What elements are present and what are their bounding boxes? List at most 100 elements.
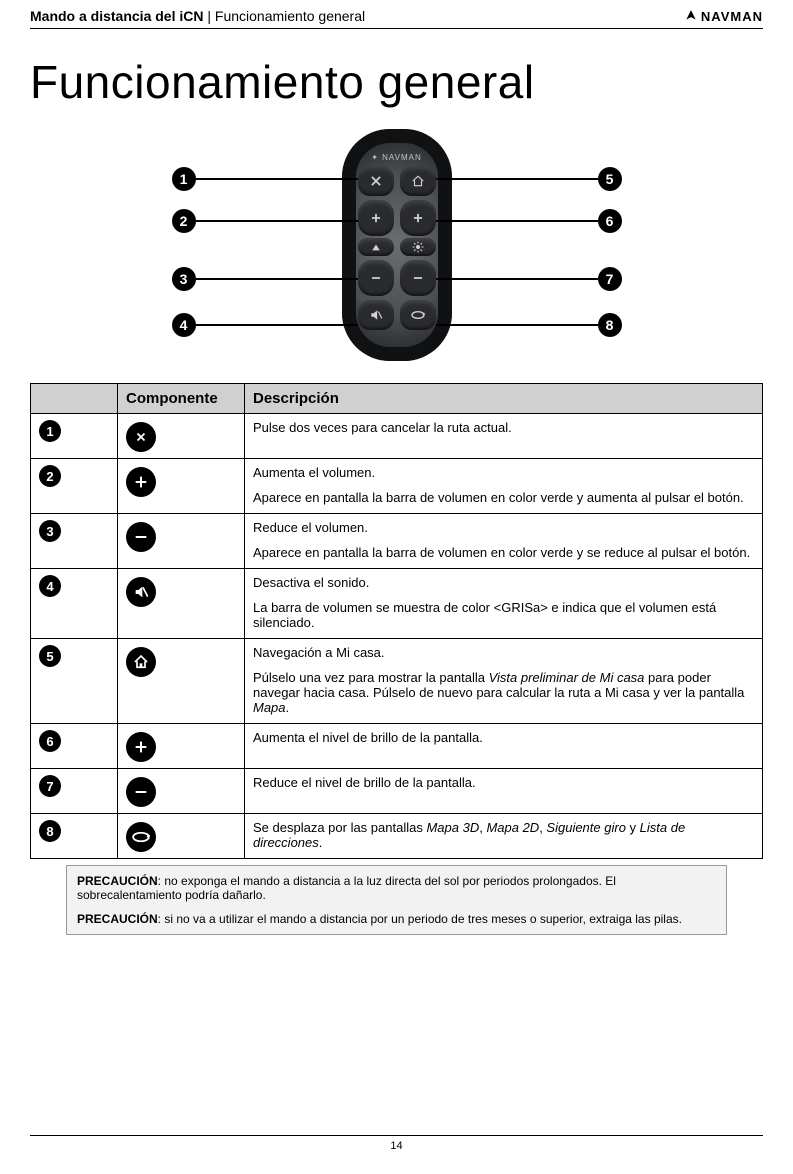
component-table: Componente Descripción 1 Pulse dos veces … xyxy=(30,383,763,859)
row-number-badge: 8 xyxy=(39,820,61,842)
caution-box: PRECAUCIÓN : no exponga el mando a distan… xyxy=(66,865,727,935)
plus-icon xyxy=(126,732,156,762)
callout-4: 4 xyxy=(172,313,196,337)
desc-paragraph: Pulse dos veces para cancelar la ruta ac… xyxy=(253,420,754,435)
minus-icon xyxy=(126,777,156,807)
desc-paragraph: Reduce el volumen. xyxy=(253,520,754,535)
desc-paragraph: Púlselo una vez para mostrar la pantalla… xyxy=(253,670,754,715)
row-number-cell: 4 xyxy=(31,569,118,639)
desc-paragraph: Reduce el nivel de brillo de la pantalla… xyxy=(253,775,754,790)
row-number-badge: 2 xyxy=(39,465,61,487)
callout-line-8 xyxy=(436,324,598,326)
callout-6: 6 xyxy=(598,209,622,233)
component-icon-cell xyxy=(118,639,245,724)
remote-body: ✦ NAVMAN xyxy=(342,129,452,361)
callout-7: 7 xyxy=(598,267,622,291)
row-number-cell: 5 xyxy=(31,639,118,724)
table-row: 1 Pulse dos veces para cancelar la ruta a… xyxy=(31,414,763,459)
description-cell: Reduce el nivel de brillo de la pantalla… xyxy=(245,769,763,814)
page-title: Funcionamiento general xyxy=(30,55,763,109)
brand-icon xyxy=(684,9,698,23)
brand-text: NAVMAN xyxy=(701,9,763,24)
callout-line-2 xyxy=(196,220,358,222)
component-icon-cell xyxy=(118,459,245,514)
remote-btn-bright-icon xyxy=(400,238,436,256)
desc-paragraph: Navegación a Mi casa. xyxy=(253,645,754,660)
desc-paragraph: Aparece en pantalla la barra de volumen … xyxy=(253,545,754,560)
caution-text-1: : no exponga el mando a distancia a la l… xyxy=(77,874,616,902)
description-cell: Reduce el volumen. Aparece en pantalla la… xyxy=(245,514,763,569)
table-row: 8 Se desplaza por las pantallas Mapa 3D, … xyxy=(31,814,763,859)
th-component: Componente xyxy=(118,384,245,414)
breadcrumb-sep: | xyxy=(203,8,214,24)
remote-btn-bright-down xyxy=(400,260,436,296)
th-blank xyxy=(31,384,118,414)
desc-paragraph: Desactiva el sonido. xyxy=(253,575,754,590)
callout-2: 2 xyxy=(172,209,196,233)
x-icon xyxy=(126,422,156,452)
remote-diagram: ✦ NAVMAN xyxy=(162,129,632,369)
minus-icon xyxy=(126,522,156,552)
row-number-cell: 7 xyxy=(31,769,118,814)
table-row: 5 Navegación a Mi casa. Púlselo una vez pa… xyxy=(31,639,763,724)
caution-2: PRECAUCIÓN: si no va a utilizar el mando… xyxy=(77,912,716,926)
callout-line-4 xyxy=(196,324,358,326)
row-number-badge: 7 xyxy=(39,775,61,797)
row-number-cell: 1 xyxy=(31,414,118,459)
caution-text-2: : si no va a utilizar el mando a distanc… xyxy=(158,912,682,926)
callout-3: 3 xyxy=(172,267,196,291)
home-icon xyxy=(126,647,156,677)
table-row: 2 Aumenta el volumen.Aparece en pantalla … xyxy=(31,459,763,514)
remote-btn-vol-up xyxy=(358,200,394,236)
remote-btn-bright-up xyxy=(400,200,436,236)
description-cell: Se desplaza por las pantallas Mapa 3D, M… xyxy=(245,814,763,859)
row-number-badge: 3 xyxy=(39,520,61,542)
description-cell: Desactiva el sonido.La barra de volumen … xyxy=(245,569,763,639)
description-cell: Aumenta el volumen.Aparece en pantalla l… xyxy=(245,459,763,514)
description-cell: Aumenta el nivel de brillo de la pantall… xyxy=(245,724,763,769)
remote-btn-x xyxy=(358,166,394,196)
doc-title: Mando a distancia del iCN xyxy=(30,8,203,24)
callout-line-5 xyxy=(436,178,598,180)
callout-line-7 xyxy=(436,278,598,280)
page-header: Mando a distancia del iCN | Funcionamien… xyxy=(30,8,763,29)
callout-line-3 xyxy=(196,278,358,280)
remote-btn-home xyxy=(400,166,436,196)
desc-paragraph: Se desplaza por las pantallas Mapa 3D, M… xyxy=(253,820,754,850)
remote-btn-vol-down xyxy=(358,260,394,296)
callout-5: 5 xyxy=(598,167,622,191)
section-name: Funcionamiento general xyxy=(215,8,365,24)
callout-line-1 xyxy=(196,178,358,180)
row-number-badge: 4 xyxy=(39,575,61,597)
callout-line-6 xyxy=(436,220,598,222)
table-row: 4 Desactiva el sonido.La barra de volumen… xyxy=(31,569,763,639)
remote-brand-label: ✦ NAVMAN xyxy=(342,153,452,162)
callout-8: 8 xyxy=(598,313,622,337)
table-row: 6 Aumenta el nivel de brillo de la pantal… xyxy=(31,724,763,769)
description-cell: Pulse dos veces para cancelar la ruta ac… xyxy=(245,414,763,459)
desc-paragraph: Aumenta el volumen. xyxy=(253,465,754,480)
plus-icon xyxy=(126,467,156,497)
row-number-cell: 6 xyxy=(31,724,118,769)
row-number-badge: 5 xyxy=(39,645,61,667)
th-description: Descripción xyxy=(245,384,763,414)
caution-label-2: PRECAUCIÓN xyxy=(77,912,158,926)
table-row: 3 Reduce el volumen. Aparece en pantalla l… xyxy=(31,514,763,569)
remote-btn-cycle xyxy=(400,300,436,330)
component-icon-cell xyxy=(118,814,245,859)
table-row: 7 Reduce el nivel de brillo de la pantall… xyxy=(31,769,763,814)
description-cell: Navegación a Mi casa. Púlselo una vez par… xyxy=(245,639,763,724)
row-number-badge: 1 xyxy=(39,420,61,442)
brand-logo: NAVMAN xyxy=(684,9,763,24)
row-number-badge: 6 xyxy=(39,730,61,752)
cycle-icon xyxy=(126,822,156,852)
mute-icon xyxy=(126,577,156,607)
page-number: 14 xyxy=(390,1140,402,1152)
row-number-cell: 3 xyxy=(31,514,118,569)
remote-btn-vol-icon xyxy=(358,238,394,256)
remote-btn-mute xyxy=(358,300,394,330)
desc-paragraph: Aumenta el nivel de brillo de la pantall… xyxy=(253,730,754,745)
callout-1: 1 xyxy=(172,167,196,191)
component-icon-cell xyxy=(118,569,245,639)
caution-1: PRECAUCIÓN: no exponga el mando a distan… xyxy=(77,874,716,902)
